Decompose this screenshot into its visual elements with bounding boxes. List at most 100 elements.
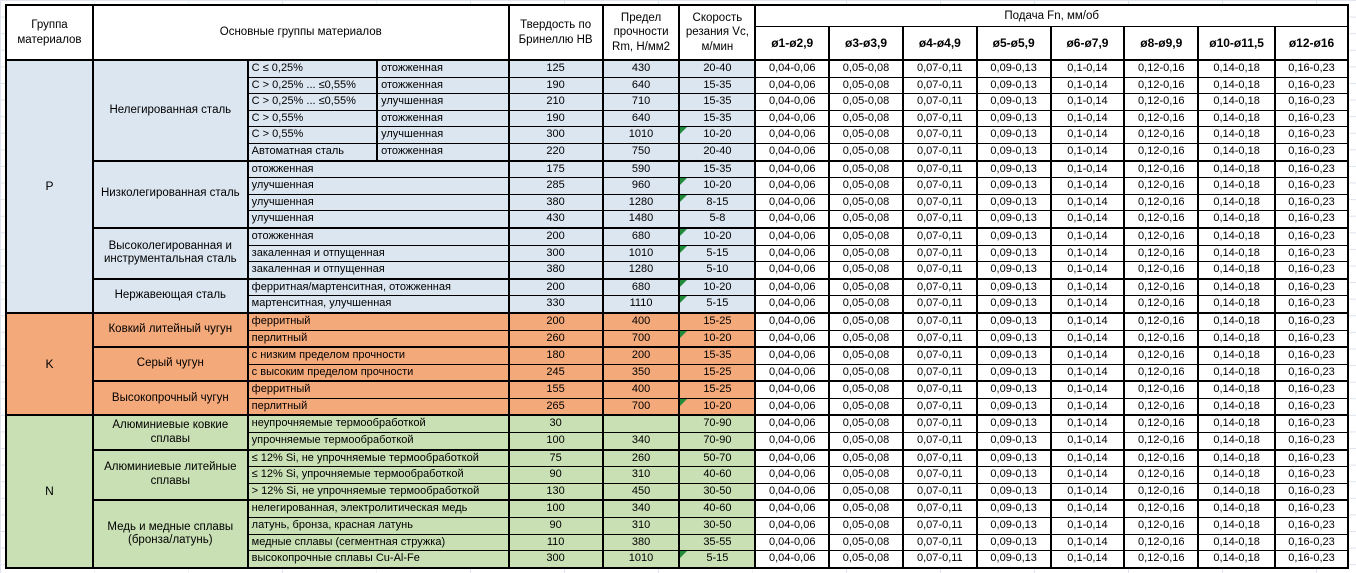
feed-cell[interactable]: 0,12-0,16 (1123, 346, 1200, 365)
hardness-cell[interactable]: 380 (507, 193, 604, 212)
subgroup-name-cell[interactable]: Алюминиевые ковкие сплавы (91, 414, 249, 451)
feed-cell[interactable]: 0,04-0,06 (754, 277, 831, 297)
feed-cell[interactable]: 0,14-0,18 (1197, 346, 1277, 365)
feed-cell[interactable]: 0,09-0,13 (975, 517, 1052, 535)
feed-cell[interactable]: 0,04-0,06 (754, 261, 831, 280)
feed-diameter-header[interactable]: ø8-ø9,9 (1123, 26, 1200, 61)
material-desc-cell[interactable]: ≤ 12% Si, упрочняемые термообработкой (246, 466, 510, 484)
feed-cell[interactable]: 0,14-0,18 (1197, 329, 1277, 348)
feed-cell[interactable]: 0,04-0,06 (754, 414, 831, 434)
group-label-cell[interactable]: P (5, 59, 94, 314)
strength-cell[interactable]: 340 (601, 432, 681, 451)
feed-cell[interactable]: 0,14-0,18 (1197, 159, 1277, 179)
material-state-cell[interactable]: отожженная (376, 142, 510, 162)
feed-cell[interactable]: 0,12-0,16 (1123, 261, 1200, 280)
feed-cell[interactable]: 0,16-0,23 (1274, 261, 1349, 280)
feed-cell[interactable]: 0,14-0,18 (1197, 414, 1277, 434)
subgroup-name-cell[interactable]: Серый чугун (91, 346, 249, 382)
speed-cell[interactable]: 15-35 (678, 159, 757, 179)
feed-cell[interactable]: 0,05-0,08 (828, 93, 904, 111)
strength-cell[interactable]: 700 (601, 397, 681, 416)
feed-cell[interactable]: 0,16-0,23 (1274, 244, 1349, 263)
feed-cell[interactable]: 0,16-0,23 (1274, 58, 1349, 78)
feed-cell[interactable]: 0,14-0,18 (1197, 210, 1277, 229)
feed-cell[interactable]: 0,09-0,13 (975, 261, 1052, 280)
strength-cell[interactable]: 1480 (601, 210, 681, 229)
material-desc-cell[interactable]: ферритный (246, 311, 510, 331)
hardness-cell[interactable]: 200 (507, 226, 604, 246)
strength-cell[interactable]: 1280 (601, 193, 681, 212)
feed-cell[interactable]: 0,09-0,13 (975, 311, 1052, 331)
feed-cell[interactable]: 0,16-0,23 (1274, 346, 1349, 365)
feed-cell[interactable]: 0,04-0,06 (754, 499, 831, 519)
feed-cell[interactable]: 0,16-0,23 (1274, 517, 1349, 535)
feed-cell[interactable]: 0,16-0,23 (1274, 76, 1349, 95)
feed-cell[interactable]: 0,16-0,23 (1274, 432, 1349, 451)
speed-cell[interactable]: 5-10 (678, 261, 757, 280)
strength-cell[interactable]: 680 (601, 226, 681, 246)
feed-cell[interactable]: 0,05-0,08 (828, 550, 904, 569)
feed-cell[interactable]: 0,1-0,14 (1049, 311, 1126, 331)
hardness-cell[interactable]: 265 (507, 397, 604, 416)
feed-cell[interactable]: 0,04-0,06 (754, 142, 831, 162)
feed-cell[interactable]: 0,16-0,23 (1274, 295, 1349, 314)
feed-cell[interactable]: 0,04-0,06 (754, 210, 831, 229)
feed-cell[interactable]: 0,05-0,08 (828, 109, 904, 128)
feed-cell[interactable]: 0,09-0,13 (975, 380, 1052, 399)
hardness-cell[interactable]: 210 (507, 93, 604, 111)
hardness-cell[interactable]: 300 (507, 126, 604, 144)
feed-cell[interactable]: 0,09-0,13 (975, 482, 1052, 501)
strength-cell[interactable]: 310 (601, 517, 681, 535)
speed-cell[interactable]: 15-25 (678, 380, 757, 399)
feed-cell[interactable]: 0,12-0,16 (1123, 93, 1200, 111)
feed-cell[interactable]: 0,1-0,14 (1049, 466, 1126, 484)
feed-cell[interactable]: 0,14-0,18 (1197, 380, 1277, 399)
feed-cell[interactable]: 0,07-0,11 (901, 126, 978, 144)
material-desc-cell[interactable]: нелегированная, электролитическая медь (246, 499, 510, 519)
feed-cell[interactable]: 0,09-0,13 (975, 210, 1052, 229)
feed-cell[interactable]: 0,16-0,23 (1274, 380, 1349, 399)
feed-cell[interactable]: 0,09-0,13 (975, 432, 1052, 451)
feed-cell[interactable]: 0,07-0,11 (901, 517, 978, 535)
feed-cell[interactable]: 0,05-0,08 (828, 311, 904, 331)
feed-cell[interactable]: 0,07-0,11 (901, 533, 978, 552)
feed-cell[interactable]: 0,04-0,06 (754, 550, 831, 569)
feed-cell[interactable]: 0,1-0,14 (1049, 329, 1126, 348)
feed-cell[interactable]: 0,14-0,18 (1197, 517, 1277, 535)
feed-cell[interactable]: 0,1-0,14 (1049, 109, 1126, 128)
feed-cell[interactable]: 0,04-0,06 (754, 432, 831, 451)
speed-cell[interactable]: 10-20 (678, 226, 757, 246)
feed-cell[interactable]: 0,16-0,23 (1274, 226, 1349, 246)
feed-cell[interactable]: 0,12-0,16 (1123, 226, 1200, 246)
feed-cell[interactable]: 0,12-0,16 (1123, 177, 1200, 195)
subgroup-name-cell[interactable]: Низколегированная сталь (91, 159, 249, 229)
feed-cell[interactable]: 0,07-0,11 (901, 397, 978, 416)
feed-cell[interactable]: 0,16-0,23 (1274, 533, 1349, 552)
feed-cell[interactable]: 0,04-0,06 (754, 533, 831, 552)
speed-cell[interactable]: 15-35 (678, 346, 757, 365)
feed-cell[interactable]: 0,07-0,11 (901, 466, 978, 484)
feed-cell[interactable]: 0,07-0,11 (901, 499, 978, 519)
feed-cell[interactable]: 0,1-0,14 (1049, 397, 1126, 416)
feed-cell[interactable]: 0,09-0,13 (975, 76, 1052, 95)
feed-cell[interactable]: 0,04-0,06 (754, 93, 831, 111)
feed-cell[interactable]: 0,05-0,08 (828, 414, 904, 434)
material-desc-cell[interactable]: закаленная и отпущенная (246, 261, 510, 280)
feed-cell[interactable]: 0,14-0,18 (1197, 109, 1277, 128)
feed-cell[interactable]: 0,04-0,06 (754, 109, 831, 128)
feed-cell[interactable]: 0,16-0,23 (1274, 93, 1349, 111)
feed-cell[interactable]: 0,12-0,16 (1123, 329, 1200, 348)
strength-cell[interactable]: 380 (601, 533, 681, 552)
feed-cell[interactable]: 0,12-0,16 (1123, 159, 1200, 179)
strength-cell[interactable]: 340 (601, 499, 681, 519)
feed-cell[interactable]: 0,04-0,06 (754, 295, 831, 314)
feed-cell[interactable]: 0,1-0,14 (1049, 533, 1126, 552)
hardness-cell[interactable]: 430 (507, 210, 604, 229)
feed-cell[interactable]: 0,16-0,23 (1274, 142, 1349, 162)
hardness-cell[interactable]: 125 (507, 58, 604, 78)
hardness-cell[interactable]: 200 (507, 311, 604, 331)
speed-cell[interactable]: 70-90 (678, 432, 757, 451)
feed-cell[interactable]: 0,09-0,13 (975, 533, 1052, 552)
feed-cell[interactable]: 0,14-0,18 (1197, 295, 1277, 314)
feed-cell[interactable]: 0,07-0,11 (901, 277, 978, 297)
